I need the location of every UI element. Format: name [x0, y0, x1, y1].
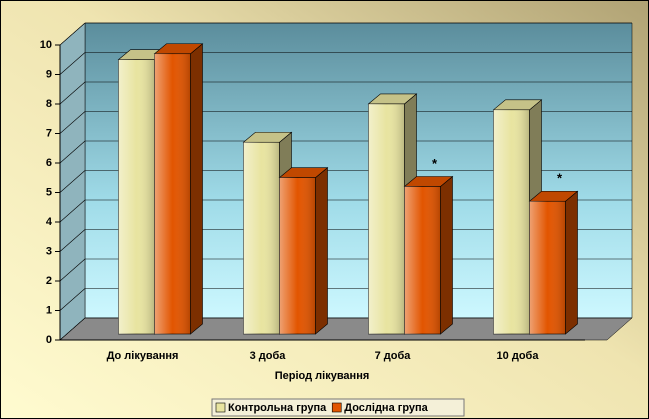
bar-shine [493, 109, 530, 334]
annotation: * [432, 156, 438, 171]
grid-line-side [59, 52, 86, 75]
bar-shine [243, 142, 280, 334]
y-tick-label: 6 [46, 157, 52, 169]
grid-line-side [59, 140, 86, 164]
x-tick-label: 10 доба [497, 350, 540, 362]
bar-shine [279, 177, 316, 334]
y-tick-label: 10 [40, 39, 52, 51]
bar-side [440, 175, 453, 335]
annotation: * [557, 171, 563, 186]
y-tick-label: 1 [46, 304, 52, 316]
y-tick-label: 9 [46, 68, 52, 80]
grid-line-side [59, 288, 86, 311]
x-tick-label: 7 доба [375, 350, 412, 362]
grid-line-side [59, 317, 86, 341]
grid-line-side [59, 81, 86, 105]
bar-shine [368, 103, 405, 335]
bar-shine [118, 59, 155, 335]
bar-side [315, 167, 328, 335]
legend-label: Контрольна група [228, 402, 327, 414]
y-tick-label: 4 [46, 216, 53, 228]
grid-line-side [59, 170, 86, 193]
bar-shine [404, 186, 441, 334]
x-tick-label: До лікування [107, 350, 179, 362]
grid-line-side [59, 199, 86, 223]
y-tick-label: 8 [46, 98, 52, 110]
plot [117, 43, 579, 335]
bar-side [190, 43, 203, 335]
grid-line-side [59, 258, 86, 282]
y-tick-label: 3 [46, 245, 52, 257]
y-tick-label: 0 [46, 334, 52, 346]
bar-shine [154, 53, 191, 334]
y-tick-label: 2 [46, 275, 52, 287]
grid-line-side [59, 22, 86, 46]
x-axis-title: Період лікування [275, 370, 370, 382]
grid-line-side [59, 111, 86, 134]
y-tick-label: 5 [46, 186, 52, 198]
legend-label: Дослідна група [344, 402, 428, 414]
x-tick-label: 3 доба [250, 350, 287, 362]
bar-shine [529, 201, 566, 334]
legend-swatch [215, 402, 226, 413]
y-tick-label: 7 [46, 127, 52, 139]
bar-side [565, 190, 578, 335]
legend-items: Контрольна група Дослідна група [215, 402, 429, 414]
legend-swatch [331, 402, 342, 413]
grid-line-side [59, 229, 86, 252]
